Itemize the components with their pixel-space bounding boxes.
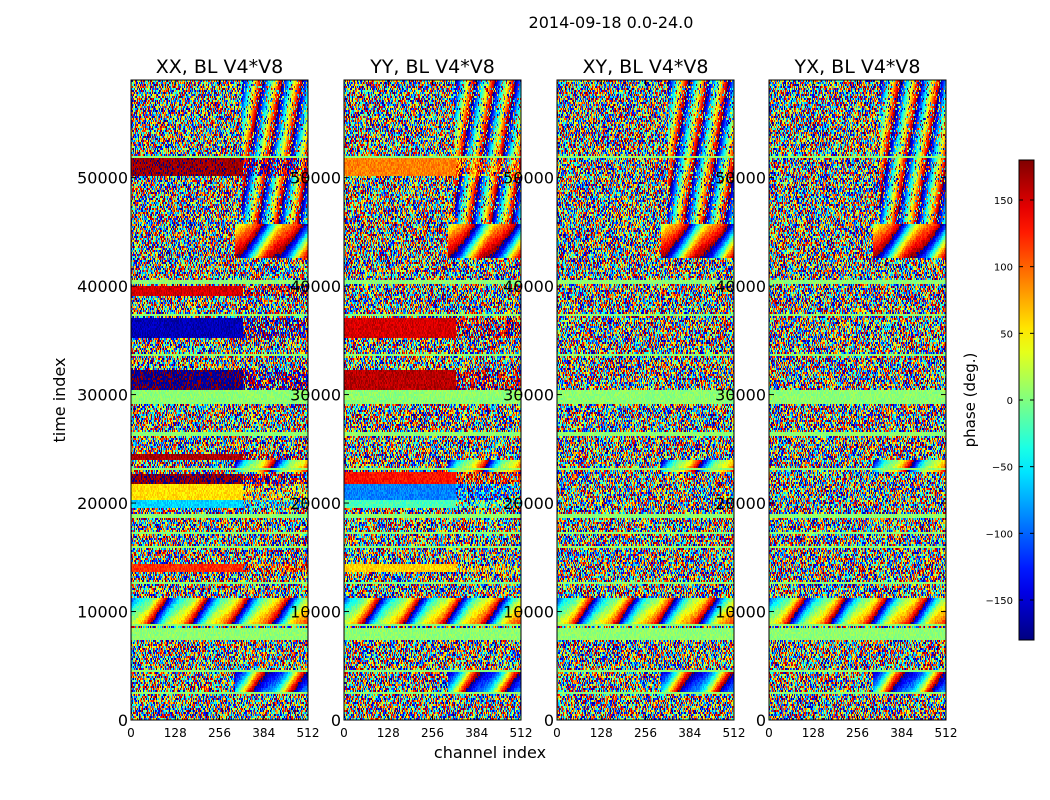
panel-title: XY, BL V4*V8 bbox=[582, 56, 708, 78]
y-tick-label: 50000 bbox=[715, 169, 766, 188]
y-tick-label: 30000 bbox=[290, 386, 341, 405]
x-tick-label: 0 bbox=[553, 726, 561, 740]
colorbar-label: phase (deg.) bbox=[961, 353, 979, 448]
y-tick-label: 30000 bbox=[77, 386, 128, 405]
y-tick-label: 20000 bbox=[77, 494, 128, 513]
colorbar-tick-label: 50 bbox=[1000, 329, 1013, 340]
panel-2: YY, BL V4*V8 0 10000 20000 30000 40000 50000 0 1… bbox=[290, 56, 532, 740]
y-tick-label: 20000 bbox=[503, 494, 554, 513]
y-tick-label: 40000 bbox=[77, 277, 128, 296]
colorbar-tick-label: −150 bbox=[986, 596, 1013, 607]
panel-title: YY, BL V4*V8 bbox=[369, 56, 495, 78]
colorbar-tick-label: 150 bbox=[994, 196, 1013, 207]
x-tick-label: 128 bbox=[802, 726, 825, 740]
x-tick-label: 512 bbox=[935, 726, 958, 740]
y-tick-label: 0 bbox=[544, 711, 554, 730]
x-tick-label: 0 bbox=[340, 726, 348, 740]
y-tick-label: 40000 bbox=[503, 277, 554, 296]
panel-3: XY, BL V4*V8 0 10000 20000 30000 40000 50000 0 1… bbox=[503, 56, 745, 740]
x-tick-label: 0 bbox=[765, 726, 773, 740]
x-tick-label: 512 bbox=[510, 726, 533, 740]
y-tick-label: 40000 bbox=[290, 277, 341, 296]
panel-raster bbox=[769, 80, 946, 720]
y-tick-label: 50000 bbox=[503, 169, 554, 188]
x-tick-label: 128 bbox=[377, 726, 400, 740]
x-tick-label: 128 bbox=[164, 726, 187, 740]
y-tick-label: 50000 bbox=[290, 169, 341, 188]
y-tick-label: 20000 bbox=[290, 494, 341, 513]
y-axis-label: time index bbox=[50, 357, 69, 442]
x-tick-label: 128 bbox=[590, 726, 613, 740]
y-tick-label: 10000 bbox=[503, 603, 554, 622]
y-tick-label: 0 bbox=[756, 711, 766, 730]
panel-title: XX, BL V4*V8 bbox=[156, 56, 283, 78]
colorbar-tick-label: −50 bbox=[992, 463, 1013, 474]
panel-1: XX, BL V4*V8 0 10000 20000 30000 40000 50000 0 1… bbox=[77, 56, 319, 740]
x-axis-label: channel index bbox=[434, 743, 546, 762]
x-tick-label: 384 bbox=[890, 726, 913, 740]
x-tick-label: 256 bbox=[208, 726, 231, 740]
y-tick-label: 0 bbox=[331, 711, 341, 730]
x-tick-label: 256 bbox=[634, 726, 657, 740]
y-tick-label: 30000 bbox=[715, 386, 766, 405]
panels: XX, BL V4*V8 0 10000 20000 30000 40000 50000 0 1… bbox=[77, 56, 957, 740]
y-tick-label: 10000 bbox=[77, 603, 128, 622]
x-tick-label: 384 bbox=[678, 726, 701, 740]
y-tick-label: 30000 bbox=[503, 386, 554, 405]
x-tick-label: 512 bbox=[723, 726, 746, 740]
x-tick-label: 512 bbox=[297, 726, 320, 740]
y-tick-label: 20000 bbox=[715, 494, 766, 513]
y-tick-label: 50000 bbox=[77, 169, 128, 188]
colorbar-tick-label: 100 bbox=[994, 263, 1013, 274]
panel-raster bbox=[344, 80, 521, 720]
y-tick-label: 0 bbox=[118, 711, 128, 730]
panel-title: YX, BL V4*V8 bbox=[793, 56, 920, 78]
panel-raster bbox=[557, 80, 734, 720]
x-tick-label: 384 bbox=[252, 726, 275, 740]
x-tick-label: 384 bbox=[465, 726, 488, 740]
x-tick-label: 256 bbox=[421, 726, 444, 740]
panel-raster bbox=[131, 80, 308, 720]
figure-title: 2014-09-18 0.0-24.0 bbox=[529, 13, 694, 32]
colorbar-tick-label: −100 bbox=[986, 529, 1013, 540]
colorbar: 150 100 50 0 −50 −100 −150 phase (deg.) bbox=[961, 159, 1035, 641]
y-tick-label: 10000 bbox=[715, 603, 766, 622]
y-tick-label: 10000 bbox=[290, 603, 341, 622]
y-tick-label: 40000 bbox=[715, 277, 766, 296]
x-tick-label: 0 bbox=[127, 726, 135, 740]
x-tick-label: 256 bbox=[846, 726, 869, 740]
panel-4: YX, BL V4*V8 0 10000 20000 30000 40000 50000 0 1… bbox=[715, 56, 957, 740]
colorbar-tick-label: 0 bbox=[1007, 396, 1013, 407]
